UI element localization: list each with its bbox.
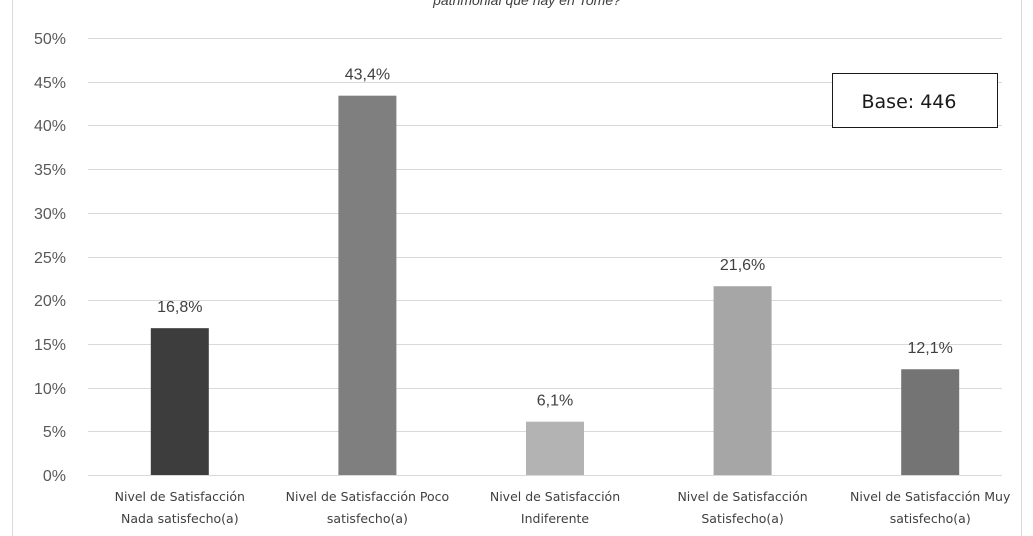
y-tick-label: 10% — [34, 381, 66, 398]
x-tick-label: Nivel de Satisfacción Muy satisfecho(a) — [850, 489, 1011, 526]
x-tick-label: Nivel de Satisfacción Poco satisfecho(a) — [286, 489, 450, 526]
y-tick-label: 50% — [34, 31, 66, 48]
data-label: 16,8% — [157, 299, 202, 316]
x-tick-label-line: Satisfecho(a) — [701, 511, 783, 526]
x-tick-label: Nivel de Satisfacción Indiferente — [490, 489, 620, 526]
x-tick-label-line: Nada satisfecho(a) — [121, 511, 239, 526]
gridlines — [88, 38, 1002, 476]
bar — [338, 95, 397, 476]
base-annotation-label: Base: 446 — [862, 91, 957, 113]
x-tick-label-line: Nivel de Satisfacción — [115, 489, 245, 504]
bars — [150, 95, 960, 476]
x-tick-label: Nivel de Satisfacción Satisfecho(a) — [677, 489, 807, 526]
x-tick-label-line: Nivel de Satisfacción — [490, 489, 620, 504]
x-axis-tick-labels: Nivel de Satisfacción Nada satisfecho(a)N… — [115, 489, 1011, 526]
x-tick-label: Nivel de Satisfacción Nada satisfecho(a) — [115, 489, 245, 526]
x-tick-label-line: satisfecho(a) — [890, 511, 971, 526]
data-labels: 16,8% 43,4% 6,1% 21,6% 12,1% — [157, 67, 953, 410]
data-label: 43,4% — [345, 67, 390, 84]
bar — [901, 369, 960, 475]
y-tick-label: 35% — [34, 162, 66, 179]
data-label: 21,6% — [720, 257, 765, 274]
x-tick-label-line: Indiferente — [521, 511, 589, 526]
x-tick-label-line: satisfecho(a) — [327, 511, 408, 526]
x-tick-label-line: Nivel de Satisfacción — [677, 489, 807, 504]
bar — [526, 421, 584, 475]
data-label: 12,1% — [908, 340, 953, 357]
y-tick-label: 45% — [34, 75, 66, 92]
y-tick-label: 0% — [43, 468, 66, 485]
data-label: 6,1% — [537, 393, 573, 410]
x-tick-label-line: Nivel de Satisfacción Muy — [850, 489, 1011, 504]
y-tick-label: 25% — [34, 250, 66, 267]
bar — [150, 328, 209, 475]
y-tick-label: 15% — [34, 337, 66, 354]
y-tick-label: 5% — [43, 424, 66, 441]
y-tick-label: 30% — [34, 206, 66, 223]
y-tick-label: 40% — [34, 118, 66, 135]
chart-title: patrimonial que hay en Tome? — [432, 0, 621, 8]
bar — [713, 286, 772, 475]
base-annotation-box — [832, 73, 998, 128]
x-tick-label-line: Nivel de Satisfacción Poco — [286, 489, 450, 504]
y-tick-label: 20% — [34, 293, 66, 310]
base-annotation: Base: 446 — [832, 73, 998, 128]
y-axis-tick-labels: 0% 5% 10% 15% 20% 25% 30% 35% 40% 45% 50% — [34, 31, 66, 485]
